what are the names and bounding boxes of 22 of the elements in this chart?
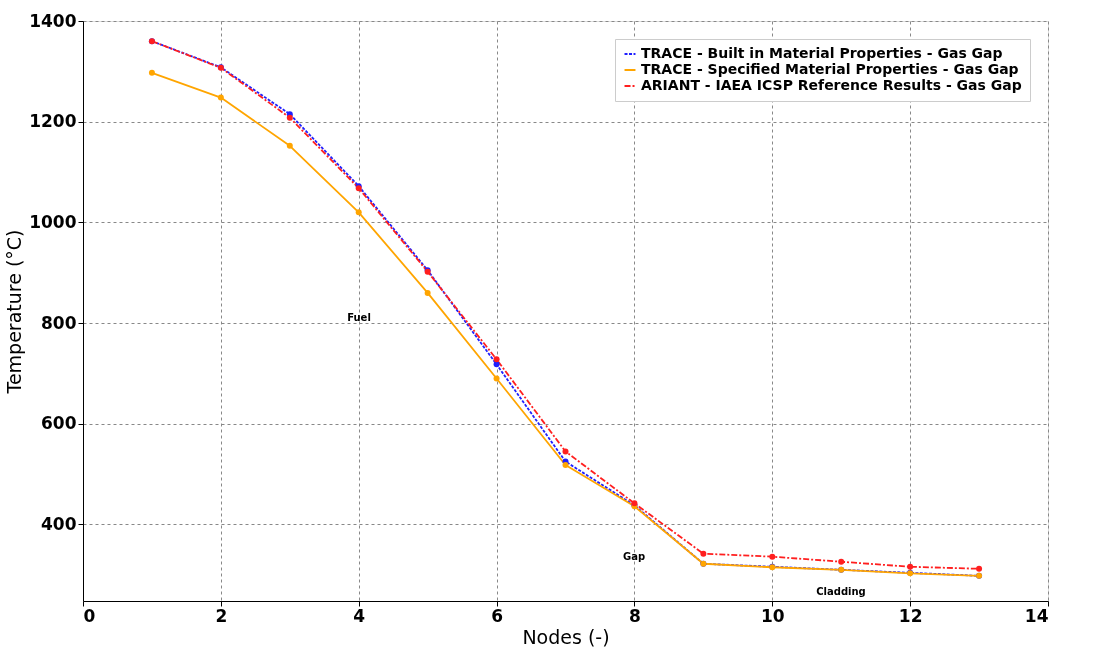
x-tick-label: 0 [83,605,96,626]
y-axis-title: Temperature (°C) [3,229,26,395]
annotation: Gap [622,551,646,562]
x-tick-label: 6 [491,605,503,626]
x-tick-label: 2 [215,605,228,626]
annotation: Fuel [347,312,371,323]
x-axis-title: Nodes (-) [522,625,610,648]
y-tick-label: 1400 [29,10,77,31]
y-tick-label: 800 [41,312,77,333]
x-tick-label: 8 [629,605,641,626]
x-tick-label: 14 [1024,605,1049,626]
y-tick-label: 1200 [29,111,77,132]
y-tick-label: 600 [41,413,77,434]
annotation: Cladding [816,586,866,597]
legend-label: TRACE - Specified Material Properties - Gas Gap [641,61,1019,77]
x-tick-label: 12 [898,605,923,626]
legend-label: TRACE - Built in Material Properties - Gas Gap [641,45,1003,61]
y-tick-label: 1000 [29,211,77,232]
y-tick-label: 400 [41,513,77,534]
x-tick-label: 10 [760,605,785,626]
x-tick-label: 4 [353,605,366,626]
legend-label: ARIANT - IAEA ICSP Reference Results - Gas Gap [641,77,1022,93]
